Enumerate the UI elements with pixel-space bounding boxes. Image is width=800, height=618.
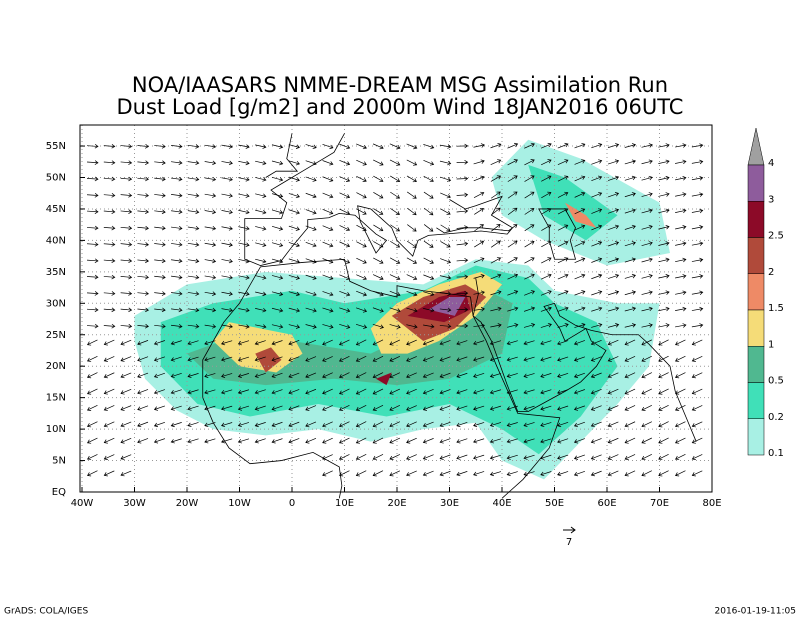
colorbar-label: 0.2 (768, 412, 784, 423)
lat-tick-label: 50N (46, 173, 66, 184)
lat-tick-label: 45N (46, 204, 66, 215)
colorbar-label: 4 (768, 158, 774, 169)
lat-tick-label: 5N (52, 456, 66, 467)
colorbar-segment (747, 418, 765, 456)
lon-tick-label: 30E (440, 498, 459, 509)
colorbar-label: 1.5 (768, 303, 784, 314)
colorbar-label: 0.1 (768, 448, 784, 459)
colorbar-triangle (747, 127, 765, 166)
map-area (79, 124, 713, 499)
coastline (244, 195, 514, 266)
title-line: Dust Load [g/m2] and 2000m Wind 18JAN201… (117, 95, 684, 119)
wind-vectors (86, 142, 704, 477)
footer-right: 2016-01-19-11:05 (715, 607, 797, 617)
vector-scale-label: 7 (566, 537, 572, 548)
lat-tick-label: 30N (46, 298, 66, 309)
footer-left: GrADS: COLA/IGES (4, 607, 88, 617)
lon-tick-label: 40W (71, 498, 94, 509)
dust-area (528, 164, 618, 241)
lat-tick-label: 15N (46, 393, 66, 404)
lon-tick-label: 20W (176, 498, 199, 509)
lon-tick-label: 10W (228, 498, 251, 509)
coastline (244, 133, 345, 219)
lon-tick-label: 40E (492, 498, 511, 509)
lon-tick-label: 80E (702, 498, 721, 509)
lat-tick-label: EQ (52, 487, 66, 498)
coastline (472, 278, 697, 442)
lon-tick-label: 30W (123, 498, 146, 509)
lat-tick-label: 40N (46, 235, 66, 246)
lat-tick-label: 25N (46, 330, 66, 341)
lat-tick-label: 35N (46, 267, 66, 278)
colorbar-label: 2.5 (768, 231, 784, 242)
colorbar-segment (747, 273, 765, 311)
lon-tick-label: 10E (335, 498, 354, 509)
dust-area (255, 347, 282, 373)
colorbar-segment (747, 346, 765, 383)
coastline (436, 227, 510, 234)
lon-tick-label: 60E (597, 498, 616, 509)
coastline (202, 258, 561, 499)
title-line: NOA/IAASARS NMME-DREAM MSG Assimilation … (132, 73, 668, 97)
colorbar-segment (747, 309, 765, 347)
coastline (265, 133, 299, 178)
lat-tick-label: 20N (46, 361, 66, 372)
lon-tick-label: 70E (650, 498, 669, 509)
colorbar-label: 1 (768, 339, 774, 350)
colorbar-label: 0.5 (768, 376, 784, 387)
lat-tick-label: 55N (46, 141, 66, 152)
dust-area (376, 372, 392, 386)
colorbar-label: 3 (768, 194, 774, 205)
lon-tick-label: 20E (387, 498, 406, 509)
lon-tick-label: 0 (289, 498, 295, 509)
vector-scale-arrowhead (570, 526, 576, 534)
colorbar-label: 2 (768, 267, 774, 278)
colorbar-segment (747, 201, 765, 238)
coastline (202, 397, 343, 499)
lat-tick-label: 10N (46, 424, 66, 435)
colorbar-segment (747, 237, 765, 274)
colorbar-segment (747, 164, 765, 202)
dust-area (428, 297, 466, 316)
colorbar-segment (747, 382, 765, 419)
map-frame (79, 124, 713, 493)
lon-tick-label: 50E (545, 498, 564, 509)
